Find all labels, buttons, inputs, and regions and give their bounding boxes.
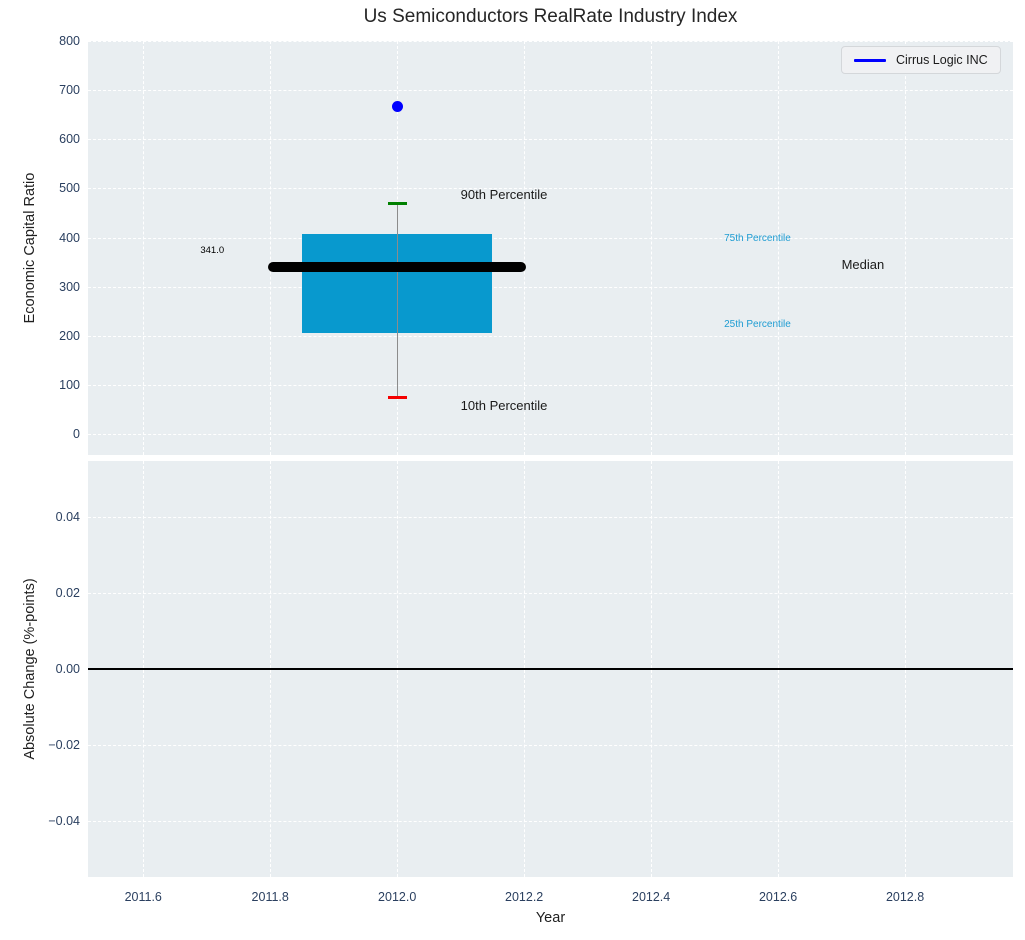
chart-title: Us Semiconductors RealRate Industry Inde… [363, 6, 738, 27]
gridline-vertical [270, 41, 272, 455]
gridline-horizontal [88, 434, 1013, 436]
x-tick-label: 2011.8 [251, 890, 289, 904]
annotation-341-0: 341.0 [200, 244, 225, 256]
gridline-horizontal [88, 237, 1013, 239]
x-tick-label: 2012.4 [632, 890, 671, 904]
y-tick-label: 0.04 [55, 509, 80, 524]
y-tick-label: 800 [59, 34, 80, 48]
whisker-cap-10th [387, 396, 407, 400]
gridline-horizontal [88, 139, 1013, 141]
zero-line [88, 668, 1013, 670]
y-tick-label: 300 [59, 279, 80, 294]
gridline-horizontal [88, 90, 1013, 92]
gridline-vertical [143, 41, 145, 455]
x-axis-label: Year [535, 910, 566, 926]
annotation-90th-percentile: 90th Percentile [460, 186, 548, 202]
x-tick-label: 2012.6 [758, 890, 798, 904]
gridline-vertical [524, 41, 526, 455]
axes-absolute-change [88, 461, 1013, 877]
gridline-horizontal [88, 41, 1013, 42]
x-tick-label: 2012.2 [505, 890, 544, 904]
gridline-horizontal [88, 592, 1013, 594]
gridline-horizontal [88, 384, 1013, 386]
gridline-vertical [905, 41, 907, 455]
annotation-10th-percentile: 10th Percentile [460, 397, 548, 413]
company-point [391, 100, 403, 112]
gridline-vertical [778, 41, 780, 455]
axes-economic-capital-ratio: 90th Percentile 10th Percentile 75th Perce… [88, 41, 1013, 455]
gridline-horizontal [88, 188, 1013, 190]
y-tick-label: 700 [59, 83, 80, 98]
y-tick-label: 200 [59, 328, 80, 343]
legend-line-swatch [854, 58, 886, 62]
gridline-horizontal [88, 516, 1013, 518]
y-tick-label: 0 [73, 427, 80, 442]
whisker-line-overlay [396, 203, 398, 398]
gridline-horizontal [88, 335, 1013, 337]
annotation-75th-percentile: 75th Percentile [724, 233, 791, 245]
legend-label: Cirrus Logic INC [896, 53, 988, 67]
y-tick-label: 0.00 [55, 662, 80, 676]
gridline-vertical [651, 41, 653, 455]
legend: Cirrus Logic INC [841, 46, 1001, 74]
x-tick-label: 2012.8 [885, 890, 925, 904]
annotation-median: Median [841, 257, 885, 273]
y-tick-label: 500 [59, 181, 80, 196]
y-tick-label: 0.02 [55, 585, 80, 600]
gridline-horizontal [88, 286, 1013, 288]
y-tick-label: 400 [59, 230, 80, 245]
whisker-cap-90th [387, 201, 407, 205]
gridline-horizontal [88, 745, 1013, 747]
median-line [268, 261, 527, 272]
x-tick-label: 2012.0 [378, 890, 417, 904]
gridline-horizontal [88, 821, 1013, 823]
annotation-25th-percentile: 25th Percentile [724, 319, 791, 331]
y-tick-label: −0.02 [48, 738, 80, 753]
y-tick-label: 600 [59, 132, 80, 147]
y-tick-label: 100 [59, 377, 80, 392]
x-tick-label: 2011.6 [124, 890, 162, 904]
y-tick-label: −0.04 [48, 814, 80, 829]
